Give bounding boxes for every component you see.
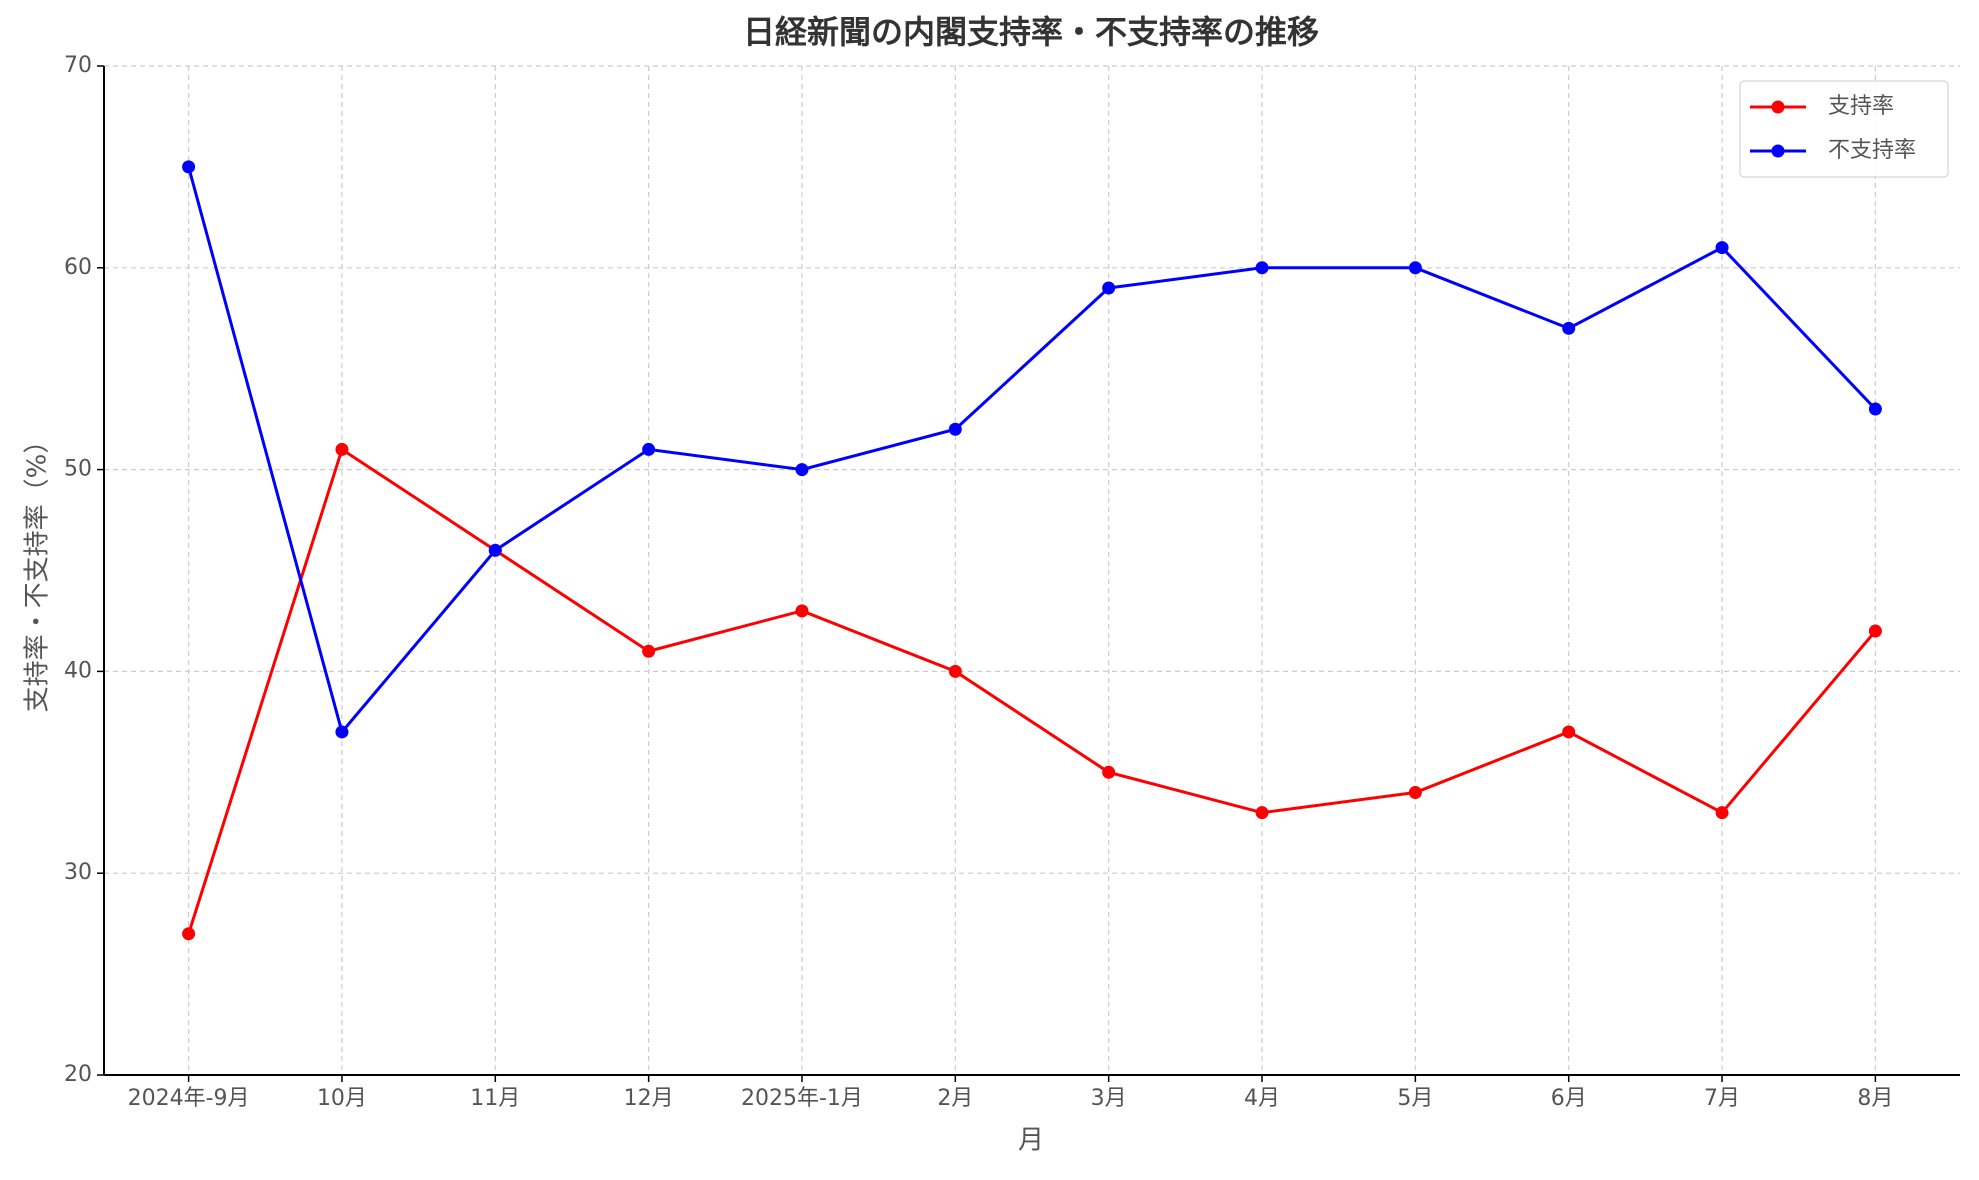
y-tick-label: 60 (64, 255, 92, 280)
y-tick-label: 40 (64, 658, 92, 683)
x-tick-label: 11月 (470, 1086, 520, 1111)
data-point (335, 725, 349, 739)
data-point (795, 463, 809, 477)
data-point (1562, 725, 1576, 739)
x-tick-label: 3月 (1091, 1086, 1127, 1111)
x-tick-label: 7月 (1704, 1086, 1740, 1111)
data-point (1715, 241, 1729, 255)
data-point (1102, 281, 1116, 295)
x-axis-label: 月 (1018, 1126, 1044, 1156)
x-tick-label: 4月 (1244, 1086, 1280, 1111)
x-tick-label: 2月 (937, 1086, 973, 1111)
data-point (948, 422, 962, 436)
x-tick-label: 2025年-1月 (741, 1086, 863, 1111)
y-tick-label: 30 (64, 860, 92, 885)
x-tick-label: 6月 (1551, 1086, 1587, 1111)
series-line (187, 166, 1877, 736)
data-point (1255, 261, 1269, 275)
x-tick-label: 8月 (1857, 1086, 1893, 1111)
legend-marker (1771, 100, 1785, 114)
data-point (795, 604, 809, 618)
data-point (182, 160, 196, 174)
data-point (1715, 806, 1729, 820)
legend-label: 不支持率 (1828, 138, 1916, 163)
chart-title: 日経新聞の内閣支持率・不支持率の推移 (743, 13, 1319, 51)
data-point (1255, 806, 1269, 820)
series-line (187, 447, 1877, 935)
x-tick-label: 10月 (317, 1086, 367, 1111)
y-tick-label: 70 (64, 53, 92, 78)
data-point (642, 644, 656, 658)
data-point (1408, 261, 1422, 275)
data-point (1102, 765, 1116, 779)
data-point (948, 664, 962, 678)
x-tick-label: 2024年-9月 (128, 1086, 250, 1111)
data-point (1868, 624, 1882, 638)
y-tick-label: 50 (64, 457, 92, 482)
y-tick-label: 20 (64, 1062, 92, 1087)
legend-label: 支持率 (1828, 94, 1894, 119)
y-axis-label: 支持率・不支持率（%） (23, 428, 53, 713)
data-point (488, 543, 502, 557)
data-point (642, 442, 656, 456)
x-tick-label: 5月 (1397, 1086, 1433, 1111)
data-point (182, 927, 196, 941)
x-tick-label: 12月 (624, 1086, 674, 1111)
legend-marker (1771, 144, 1785, 158)
data-point (1408, 785, 1422, 799)
data-point (1562, 321, 1576, 335)
data-point (335, 442, 349, 456)
data-point (1868, 402, 1882, 416)
legend-box (1739, 80, 1949, 178)
